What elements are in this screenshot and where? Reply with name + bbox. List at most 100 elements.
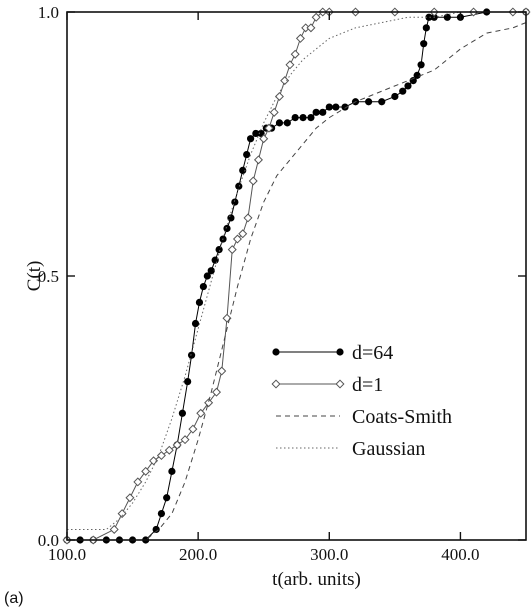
x-tick-label: 200.0 <box>179 545 217 564</box>
series-d-64 <box>63 8 530 544</box>
data-point <box>235 182 243 190</box>
data-point <box>319 108 327 116</box>
legend-marker <box>272 348 280 356</box>
series-d-1 <box>62 7 531 545</box>
data-point <box>152 525 160 534</box>
data-point <box>203 272 211 280</box>
data-point <box>248 176 258 186</box>
data-point <box>307 114 315 122</box>
data-point <box>325 103 333 111</box>
data-point <box>184 378 192 386</box>
panel-label: (a) <box>4 590 24 607</box>
data-point <box>443 13 451 21</box>
x-axis-label: t(arb. units) <box>272 569 361 590</box>
data-point <box>133 477 143 487</box>
plot-series-layer <box>62 7 531 545</box>
data-point <box>117 509 127 519</box>
series-gaussian <box>67 12 526 530</box>
data-point <box>306 23 316 33</box>
data-point <box>239 166 247 174</box>
data-point <box>422 24 430 32</box>
data-point <box>109 524 119 534</box>
legend-marker <box>336 348 344 356</box>
data-point <box>164 445 174 455</box>
data-point <box>404 82 412 90</box>
data-point <box>243 150 251 159</box>
data-point <box>178 409 187 417</box>
data-point <box>275 119 284 127</box>
data-point <box>283 119 291 127</box>
data-point <box>425 13 433 21</box>
data-point <box>274 91 284 101</box>
data-point <box>285 60 295 70</box>
data-point <box>280 76 290 86</box>
data-point <box>295 33 305 43</box>
data-point <box>417 61 425 69</box>
data-point <box>222 313 232 323</box>
series-line <box>67 12 526 540</box>
series-line <box>67 12 526 540</box>
data-point <box>125 493 135 503</box>
data-point <box>168 467 176 475</box>
data-point <box>341 103 349 111</box>
legend-marker <box>271 379 281 389</box>
data-point <box>191 319 200 328</box>
data-point <box>311 12 321 22</box>
data-point <box>365 98 373 106</box>
legend-label: d=1 <box>352 374 383 396</box>
data-point <box>232 234 242 244</box>
data-point <box>141 466 151 476</box>
data-point <box>195 298 204 306</box>
data-point <box>259 134 269 144</box>
data-point <box>188 424 198 434</box>
data-point <box>156 451 166 461</box>
data-point <box>180 435 190 445</box>
data-point <box>199 282 207 291</box>
data-point <box>299 114 307 122</box>
data-point <box>243 213 253 223</box>
data-point <box>252 129 260 138</box>
data-point <box>253 155 263 165</box>
data-point <box>149 456 159 466</box>
series-coats-smith <box>67 22 526 540</box>
data-point <box>332 103 340 111</box>
data-point <box>391 92 399 101</box>
y-tick-label: 0.0 <box>38 531 59 550</box>
legend-label: d=64 <box>352 342 393 364</box>
y-tick-label: 1.0 <box>38 3 59 22</box>
data-point <box>399 87 407 95</box>
data-point <box>413 71 421 79</box>
legend-entry: Gaussian <box>276 438 425 460</box>
data-point <box>204 398 214 408</box>
legend-label: Coats-Smith <box>352 406 452 428</box>
data-point <box>215 246 223 254</box>
data-point <box>231 198 239 206</box>
data-point <box>211 256 219 264</box>
data-point <box>378 98 386 106</box>
x-tick-label: 300.0 <box>310 545 348 564</box>
data-point <box>157 509 166 518</box>
data-point <box>420 40 428 48</box>
legend-entry: d=64 <box>272 342 393 364</box>
data-point <box>312 108 320 116</box>
legend-entry: d=1 <box>271 374 383 396</box>
data-point <box>217 366 227 376</box>
data-point <box>187 351 196 359</box>
y-tick-label: 0.5 <box>38 267 59 286</box>
data-point <box>247 135 255 143</box>
data-point <box>238 229 248 239</box>
legend-marker <box>335 379 345 389</box>
legend: d=64 d=1 Coats-Smith Gaussian <box>271 342 452 460</box>
data-point <box>211 387 222 397</box>
y-axis-label: C(t) <box>24 261 45 292</box>
data-point <box>290 49 300 59</box>
series-line <box>67 12 526 530</box>
data-point <box>269 107 279 117</box>
data-point <box>163 494 171 502</box>
x-tick-label: 100.0 <box>48 545 86 564</box>
data-point <box>223 224 231 233</box>
data-point <box>291 114 299 122</box>
plot-frame <box>66 11 527 541</box>
data-point <box>172 440 182 450</box>
